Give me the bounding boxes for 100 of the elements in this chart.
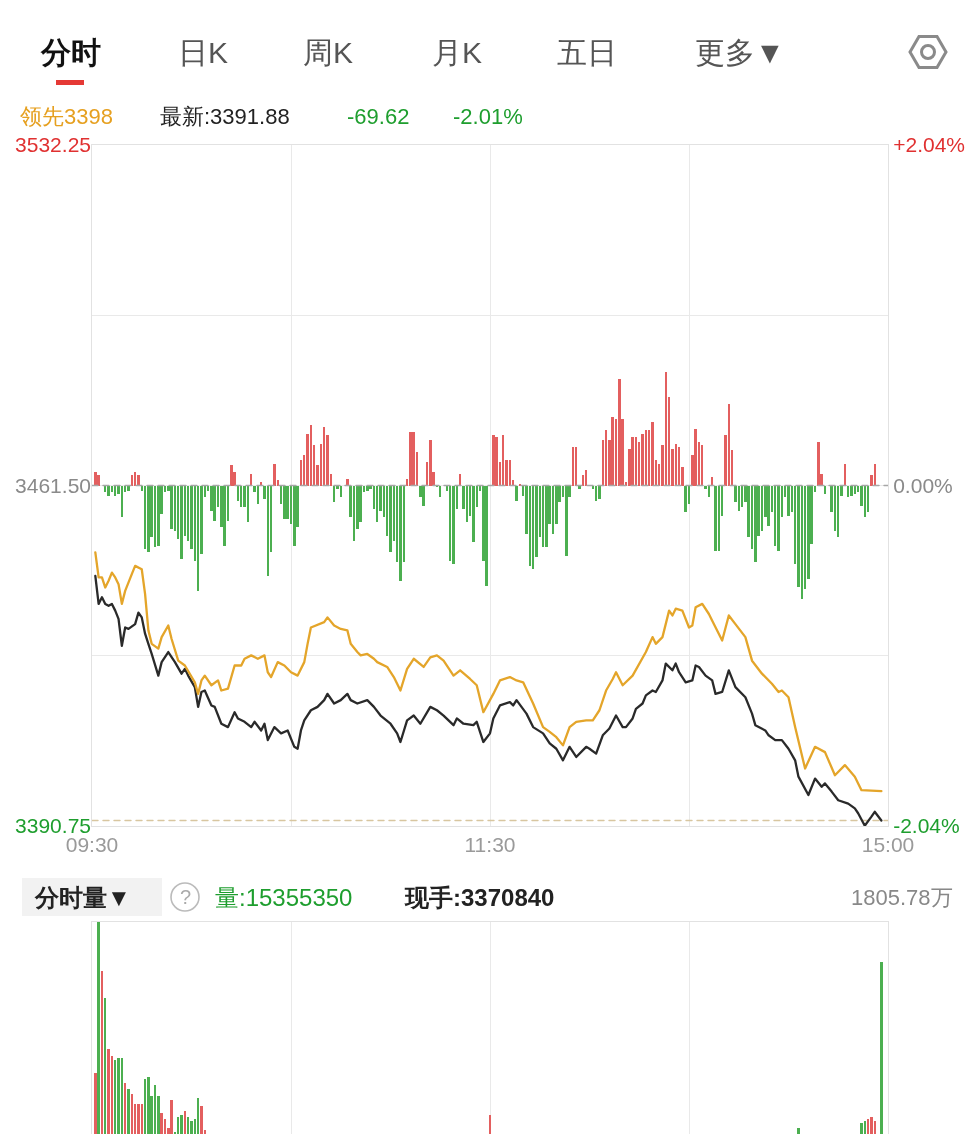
bar (495, 437, 498, 486)
text: 周K (303, 36, 354, 69)
bar (154, 1085, 156, 1134)
text: 最新:3391.88 (160, 104, 290, 129)
bar (187, 1117, 189, 1134)
bar (684, 486, 687, 512)
bar (409, 432, 412, 486)
bar (121, 486, 123, 517)
bar (714, 486, 717, 551)
bar (273, 464, 276, 486)
bar (144, 1079, 146, 1134)
bar (97, 475, 100, 486)
bar (247, 486, 249, 522)
bar (459, 474, 461, 486)
bar (675, 444, 677, 486)
bar (777, 486, 780, 551)
bar (127, 486, 130, 491)
bar (429, 440, 432, 486)
bar (552, 486, 554, 534)
bar (485, 486, 488, 586)
bar (197, 1098, 199, 1134)
bar (532, 486, 534, 569)
bar (635, 437, 637, 486)
bar (595, 486, 597, 501)
bar (665, 372, 667, 486)
bar (121, 1058, 123, 1134)
line-series (94, 574, 883, 826)
text: 量:15355350 (215, 884, 353, 911)
bar (170, 1100, 173, 1134)
y-tick-label: 3532.25 (15, 133, 91, 157)
text: 更多▼ (695, 36, 785, 69)
text: 领先3398 (20, 104, 113, 129)
bar (466, 486, 468, 522)
bar (376, 486, 378, 522)
bar (422, 486, 425, 506)
bar (439, 486, 441, 497)
bar (641, 434, 644, 486)
bar (147, 486, 150, 552)
bar (137, 1104, 140, 1134)
bar (323, 427, 325, 486)
bar (578, 486, 581, 489)
bar (200, 1106, 203, 1134)
bar (452, 486, 455, 564)
text: 分时量▼ (34, 884, 131, 911)
bar (157, 486, 160, 546)
bar (754, 486, 757, 562)
bar (333, 486, 335, 502)
bar (837, 486, 839, 537)
bar (240, 486, 242, 507)
text: ? (180, 886, 192, 908)
bar (104, 486, 106, 492)
bar (618, 379, 621, 486)
bar (854, 486, 856, 494)
bar (131, 475, 133, 486)
bar (864, 486, 866, 517)
bar (180, 1115, 183, 1134)
bar (353, 486, 355, 541)
bar (694, 429, 697, 486)
bar (797, 1128, 800, 1134)
bar (545, 486, 548, 547)
bar (160, 1113, 163, 1134)
bar (134, 472, 136, 486)
x-tick-label: 11:30 (464, 833, 516, 857)
bar (824, 486, 826, 494)
bar (502, 435, 504, 486)
bar (489, 1115, 491, 1134)
bar (575, 447, 577, 486)
text: 分时 (40, 36, 101, 69)
bar (605, 430, 607, 486)
bar (141, 1104, 143, 1134)
bar (728, 404, 730, 486)
bar (184, 1111, 186, 1134)
bar (111, 486, 113, 492)
bar (190, 1121, 193, 1134)
bar (738, 486, 740, 511)
bar (389, 486, 392, 552)
bar (565, 486, 568, 556)
bar (213, 486, 216, 521)
text: 月K (432, 36, 483, 69)
bar (223, 486, 226, 546)
bar (154, 486, 156, 547)
bar (366, 486, 369, 491)
bar (104, 998, 106, 1134)
bar (114, 486, 116, 496)
bar (131, 1094, 133, 1134)
bar (170, 486, 173, 529)
bar (472, 486, 475, 542)
text: 五日 (557, 36, 617, 69)
bar (137, 475, 140, 486)
bar (631, 437, 634, 486)
bar (267, 486, 269, 576)
y2-tick-label: 0.00% (893, 473, 953, 497)
bar (678, 447, 680, 486)
bar (412, 432, 415, 486)
text: 1805.78万 (851, 885, 953, 910)
bar (230, 465, 233, 486)
bar (127, 1089, 130, 1134)
y2-tick-label: +2.04% (893, 133, 966, 157)
bar (107, 1049, 110, 1134)
bar (94, 472, 97, 486)
